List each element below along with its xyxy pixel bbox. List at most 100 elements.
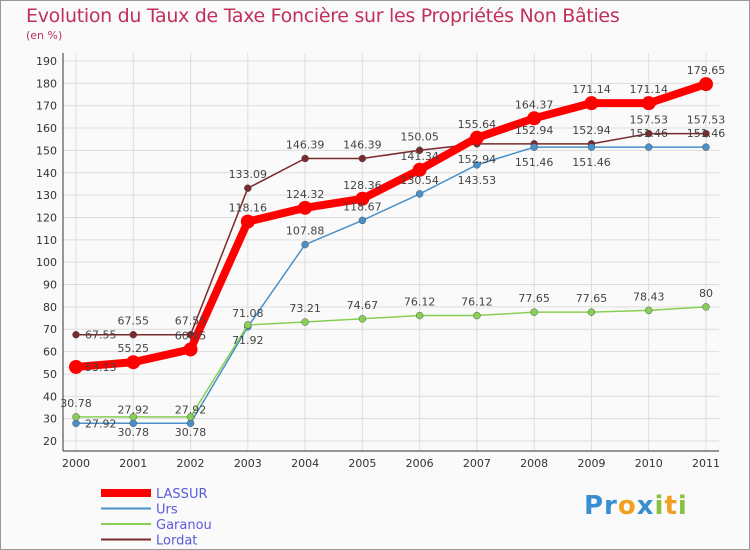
legend-label: Urs xyxy=(156,503,178,518)
data-point xyxy=(301,154,309,163)
data-point xyxy=(644,129,653,138)
data-label: 155.64 xyxy=(458,118,497,131)
data-point xyxy=(129,330,138,339)
data-label: 171.14 xyxy=(629,83,668,96)
data-label: 146.39 xyxy=(343,138,382,151)
y-tick-label: 190 xyxy=(36,55,57,68)
data-label: 151.46 xyxy=(629,127,668,140)
legend-label: Lordat xyxy=(156,534,197,549)
data-label: 143.53 xyxy=(458,174,497,187)
x-tick-label: 2000 xyxy=(62,457,90,470)
y-tick-label: 90 xyxy=(43,279,57,292)
data-label: 128.36 xyxy=(343,179,382,192)
data-label: 171.14 xyxy=(572,83,611,96)
data-point xyxy=(183,342,198,357)
data-label: 179.65 xyxy=(687,64,726,77)
data-label: 55.25 xyxy=(118,342,150,355)
x-tick-label: 2004 xyxy=(291,457,319,470)
series-line-garanou xyxy=(76,306,707,418)
data-point xyxy=(527,111,542,126)
data-label: 150.05 xyxy=(400,130,439,143)
data-label: 152.94 xyxy=(515,124,554,137)
data-label: 76.12 xyxy=(461,296,493,309)
data-point xyxy=(644,306,653,315)
data-point xyxy=(415,190,424,198)
data-label: 146.39 xyxy=(286,138,325,151)
data-label: 77.65 xyxy=(518,292,550,305)
data-label: 157.53 xyxy=(687,114,726,127)
data-point xyxy=(587,308,596,316)
y-tick-label: 160 xyxy=(36,122,57,135)
data-label: 27.92 xyxy=(175,403,207,416)
data-label: 151.46 xyxy=(687,127,726,140)
data-label: 124.32 xyxy=(286,188,325,201)
series-line-lassur xyxy=(75,80,708,371)
y-tick-label: 150 xyxy=(36,144,57,157)
data-label: 30.78 xyxy=(175,426,207,439)
data-point xyxy=(129,413,138,421)
data-label: 118.16 xyxy=(229,202,268,215)
data-point xyxy=(587,143,596,151)
data-point xyxy=(301,240,309,249)
y-tick-label: 140 xyxy=(36,167,57,180)
y-tick-label: 100 xyxy=(36,256,57,269)
data-label: 67.55 xyxy=(175,315,207,328)
y-tick-label: 70 xyxy=(43,323,57,336)
x-tick-label: 2001 xyxy=(119,457,147,470)
data-label: 133.09 xyxy=(229,168,268,181)
data-label: 130.54 xyxy=(400,174,439,187)
data-label: 141.34 xyxy=(400,150,439,163)
data-label: 157.53 xyxy=(629,114,668,127)
x-tick-label: 2006 xyxy=(406,457,434,470)
data-label: 164.37 xyxy=(515,98,554,111)
y-tick-label: 120 xyxy=(36,211,57,224)
y-tick-label: 110 xyxy=(36,234,57,247)
data-label: 67.55 xyxy=(85,329,117,342)
y-tick-label: 130 xyxy=(36,189,57,202)
data-point xyxy=(530,308,538,316)
data-point xyxy=(702,143,710,151)
series-line-urs xyxy=(76,146,706,425)
x-tick-label: 2003 xyxy=(234,457,262,470)
x-tick-label: 2011 xyxy=(692,457,720,470)
data-point xyxy=(244,321,252,329)
y-tick-label: 80 xyxy=(43,301,57,314)
chart-title: Evolution du Taux de Taxe Foncière sur l… xyxy=(26,5,620,27)
data-point xyxy=(699,77,713,92)
data-label: 77.65 xyxy=(576,292,608,305)
data-point xyxy=(358,216,367,225)
data-label: 107.88 xyxy=(286,225,325,238)
data-label: 76.12 xyxy=(404,296,436,309)
data-label: 71.08 xyxy=(232,307,264,320)
data-point xyxy=(355,191,370,206)
legend-label: Garanou xyxy=(156,518,212,533)
x-tick-label: 2002 xyxy=(177,457,205,470)
data-point xyxy=(72,413,80,421)
legend-label: LASSUR xyxy=(156,487,208,502)
data-label: 152.94 xyxy=(458,153,497,166)
data-point xyxy=(72,330,80,339)
data-point xyxy=(244,184,252,192)
data-point xyxy=(702,129,710,138)
data-point xyxy=(69,359,83,374)
data-point xyxy=(240,214,255,229)
data-point xyxy=(72,419,80,428)
data-point xyxy=(530,143,538,151)
y-tick-label: 20 xyxy=(43,435,57,448)
data-label: 67.55 xyxy=(118,315,150,328)
data-label: 30.78 xyxy=(60,397,92,410)
data-point xyxy=(473,311,481,320)
data-point xyxy=(126,355,141,370)
data-point xyxy=(644,143,653,151)
x-tick-label: 2008 xyxy=(520,457,548,470)
data-label: 151.46 xyxy=(515,156,554,169)
x-tick-label: 2009 xyxy=(577,457,605,470)
data-label: 74.67 xyxy=(347,299,379,312)
data-point xyxy=(415,311,424,320)
data-point xyxy=(641,96,656,111)
data-label: 152.94 xyxy=(572,124,611,137)
data-label: 71.92 xyxy=(232,334,264,347)
data-point xyxy=(298,200,313,215)
x-tick-label: 2007 xyxy=(463,457,491,470)
